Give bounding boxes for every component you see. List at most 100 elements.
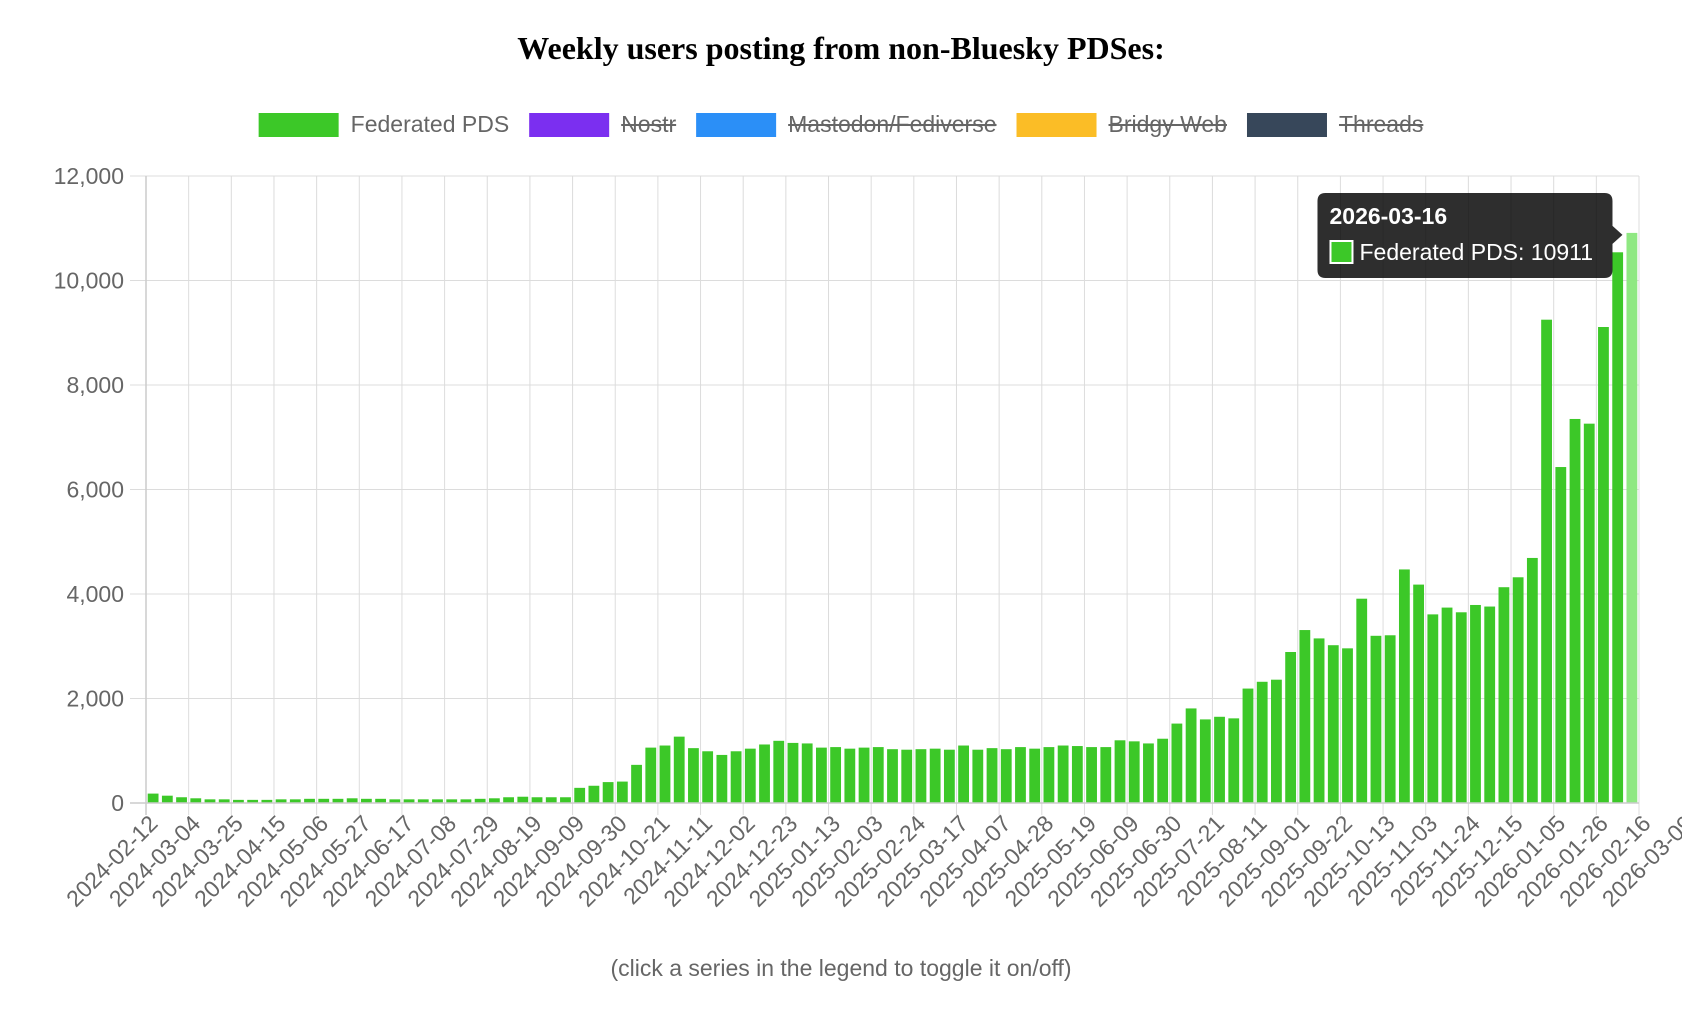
bar[interactable] [1455, 612, 1467, 803]
bar[interactable] [1612, 252, 1624, 803]
bar[interactable] [901, 749, 913, 803]
bar[interactable] [1398, 569, 1410, 803]
bar[interactable] [261, 799, 273, 803]
bar[interactable] [1484, 606, 1496, 803]
bar[interactable] [1029, 748, 1041, 803]
bar[interactable] [360, 798, 372, 803]
bar[interactable] [943, 749, 955, 803]
bar[interactable] [1313, 638, 1325, 803]
bar[interactable] [1157, 738, 1169, 803]
bar[interactable] [730, 751, 742, 803]
bar[interactable] [289, 799, 301, 803]
bar[interactable] [759, 744, 770, 803]
bar[interactable] [147, 793, 159, 803]
bar[interactable] [1569, 418, 1581, 803]
bar[interactable] [673, 736, 685, 803]
bar[interactable] [688, 748, 699, 803]
bar[interactable] [1000, 749, 1012, 803]
bar[interactable] [1526, 557, 1538, 803]
bar-series-federated-pds[interactable] [147, 232, 1638, 803]
bar[interactable] [1185, 708, 1197, 803]
legend-item-bridgy-web[interactable]: Bridgy Web [1016, 111, 1227, 137]
bar[interactable] [631, 764, 642, 803]
bar[interactable] [844, 748, 856, 803]
bar[interactable] [1370, 635, 1382, 803]
bar[interactable] [560, 797, 571, 803]
bar[interactable] [1498, 587, 1510, 803]
legend-item-mastodon-fediverse[interactable]: Mastodon/Fediverse [696, 111, 997, 137]
bar[interactable] [1143, 743, 1154, 803]
bar[interactable] [1228, 718, 1240, 803]
bar[interactable] [1128, 741, 1140, 803]
bar[interactable] [304, 798, 315, 803]
legend-item-federated-pds[interactable]: Federated PDS [258, 111, 510, 137]
bar[interactable] [1583, 423, 1595, 803]
bar[interactable] [1356, 598, 1368, 803]
bar[interactable] [204, 799, 216, 803]
bar[interactable] [275, 799, 287, 803]
bar[interactable] [1512, 577, 1524, 803]
bar[interactable] [858, 747, 870, 803]
bar[interactable] [1071, 746, 1083, 803]
bar[interactable] [801, 743, 813, 803]
bar[interactable] [574, 787, 586, 803]
bar[interactable] [645, 747, 657, 803]
bar[interactable] [545, 797, 557, 803]
bar[interactable] [1043, 747, 1055, 803]
bar[interactable] [972, 749, 984, 803]
bar[interactable] [389, 799, 401, 803]
bar[interactable] [1171, 723, 1183, 803]
bar[interactable] [1256, 681, 1268, 803]
bar[interactable] [1427, 614, 1439, 803]
bar[interactable] [247, 799, 259, 803]
bar[interactable] [986, 748, 998, 803]
bar[interactable] [1114, 740, 1126, 803]
bar[interactable] [1100, 747, 1112, 803]
bar[interactable] [588, 785, 600, 803]
bar[interactable] [1242, 688, 1254, 803]
bar[interactable] [190, 798, 202, 803]
bar[interactable] [346, 798, 358, 803]
legend-item-threads[interactable]: Threads [1246, 111, 1424, 137]
bar[interactable] [403, 799, 415, 803]
bar[interactable] [744, 748, 756, 803]
bar[interactable] [1015, 747, 1026, 803]
bar[interactable] [1199, 719, 1211, 803]
bar[interactable] [176, 797, 187, 803]
bar[interactable] [773, 740, 785, 803]
bar[interactable] [1327, 645, 1339, 803]
bar[interactable] [474, 798, 486, 803]
bar[interactable] [602, 782, 614, 803]
bar[interactable] [887, 749, 898, 803]
bar[interactable] [872, 747, 884, 803]
bar[interactable] [616, 781, 628, 803]
bar[interactable] [488, 798, 500, 803]
bar[interactable] [830, 747, 842, 803]
bar[interactable] [517, 796, 529, 803]
bar[interactable] [161, 795, 173, 803]
bar[interactable] [816, 747, 827, 803]
bar[interactable] [1057, 745, 1069, 803]
bar[interactable] [531, 797, 543, 803]
bar[interactable] [375, 798, 387, 803]
bar[interactable] [318, 798, 330, 803]
bar[interactable] [1441, 607, 1453, 803]
bar[interactable] [1342, 648, 1353, 803]
bar[interactable] [1086, 747, 1097, 803]
bar[interactable] [915, 749, 927, 803]
bar[interactable] [1271, 679, 1282, 803]
bar[interactable] [659, 745, 671, 803]
bar[interactable] [1626, 232, 1638, 803]
bar[interactable] [716, 754, 728, 803]
bar[interactable] [332, 798, 344, 803]
bar[interactable] [1413, 584, 1425, 803]
bar[interactable] [1299, 630, 1311, 803]
bar[interactable] [1470, 604, 1481, 803]
bar[interactable] [1555, 467, 1567, 803]
bar[interactable] [218, 799, 230, 803]
bar[interactable] [446, 799, 458, 803]
bar[interactable] [929, 748, 941, 803]
bar[interactable] [503, 797, 514, 803]
bar[interactable] [702, 751, 714, 803]
bar[interactable] [958, 745, 969, 803]
